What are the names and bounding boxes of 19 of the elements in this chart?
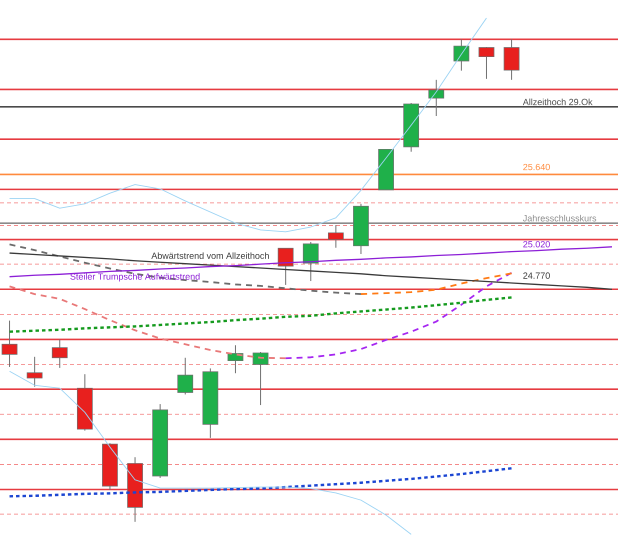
candlestick <box>228 344 244 374</box>
candlestick <box>2 320 18 368</box>
series-label: Abwärtstrend vom Allzeithoch <box>151 252 269 259</box>
candlestick <box>252 351 268 406</box>
candlestick <box>52 338 68 368</box>
candlestick <box>453 38 470 72</box>
annotation: 25.640 <box>523 164 550 170</box>
candlestick <box>278 248 294 286</box>
candlestick <box>26 356 43 388</box>
candlestick <box>177 357 194 395</box>
annotation: 25.020 <box>523 241 550 248</box>
candlestick <box>504 38 520 80</box>
candlestick <box>478 46 494 80</box>
candlestick <box>428 79 444 117</box>
ref-line-label: Allzeithoch 29.Ok <box>522 98 593 106</box>
candlestick <box>328 224 344 248</box>
ref-line-label: Jahresschlusskurs <box>522 214 596 222</box>
candlestick <box>302 241 319 282</box>
annotation: 24.770 <box>523 272 550 279</box>
